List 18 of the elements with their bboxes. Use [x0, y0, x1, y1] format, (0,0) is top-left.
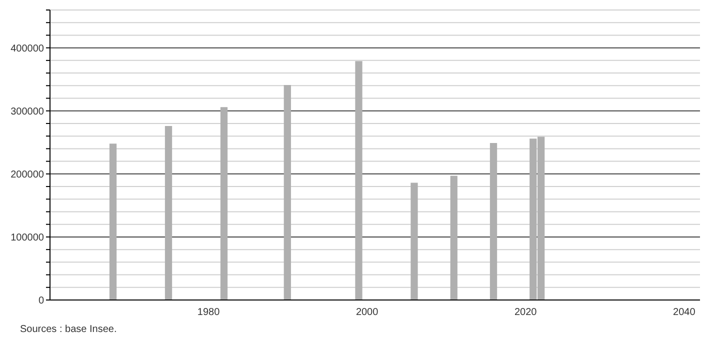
- source-note: Sources : base Insee.: [20, 324, 118, 335]
- x-tick-label: 2040: [673, 307, 696, 318]
- x-tick-label: 2020: [514, 307, 538, 318]
- y-tick-label: 400000: [10, 43, 44, 54]
- bar: [220, 107, 228, 300]
- bar: [164, 126, 172, 300]
- bar: [355, 61, 362, 300]
- bar: [109, 144, 117, 300]
- x-tick-label: 1980: [197, 307, 220, 318]
- bar: [490, 143, 498, 300]
- y-tick-label: 100000: [10, 232, 44, 244]
- bar: [450, 176, 458, 300]
- bar: [284, 85, 291, 300]
- y-tick-label: 0: [38, 296, 44, 307]
- y-tick-label: 200000: [10, 169, 44, 180]
- y-tick-label: 300000: [10, 106, 44, 118]
- bar: [410, 182, 418, 300]
- x-tick-label: 2000: [356, 307, 379, 318]
